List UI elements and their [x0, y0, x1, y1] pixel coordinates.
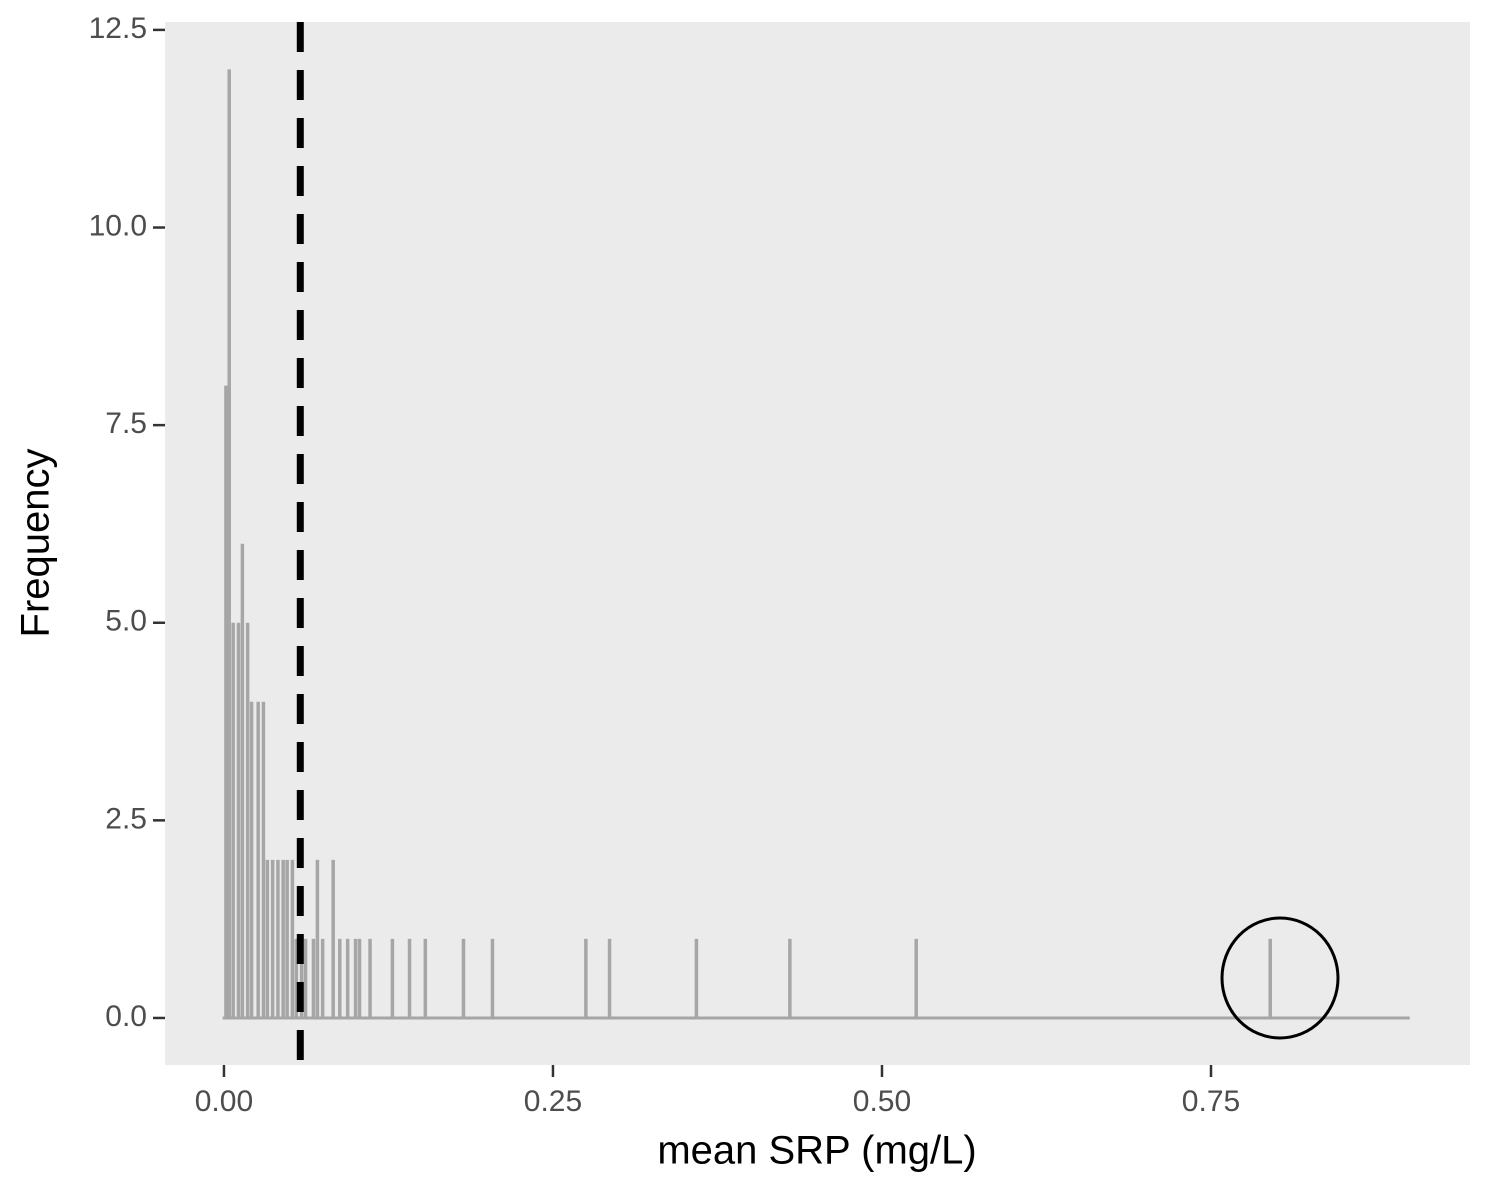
x-tick-label: 0.25 — [524, 1085, 582, 1118]
x-tick-label: 0.75 — [1182, 1085, 1240, 1118]
y-axis-title: Frequency — [14, 449, 58, 638]
x-tick-label: 0.00 — [195, 1085, 253, 1118]
y-tick-label: 0.0 — [105, 1000, 147, 1033]
panel — [165, 22, 1470, 1065]
y-tick-label: 7.5 — [105, 407, 147, 440]
y-tick-label: 12.5 — [89, 12, 147, 45]
x-axis-title: mean SRP (mg/L) — [657, 1129, 976, 1173]
y-tick-label: 10.0 — [89, 209, 147, 242]
x-tick-label: 0.50 — [853, 1085, 911, 1118]
y-tick-label: 2.5 — [105, 802, 147, 835]
marks — [222, 22, 1410, 1065]
y-tick-label: 5.0 — [105, 605, 147, 638]
highlight-circle — [1220, 916, 1340, 1040]
